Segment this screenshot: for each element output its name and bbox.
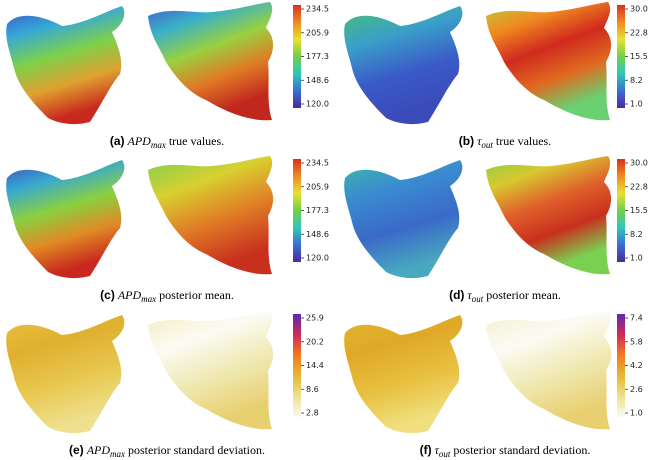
colorbar-tick-label: 22.8 [630,28,648,37]
colorbar-tick-label: 120.0 [306,100,329,109]
caption-label: (d) [449,288,464,302]
colorbar [617,314,625,417]
colorbar [617,5,625,108]
colorbar-tick-label: 234.5 [306,5,329,14]
colorbar-tick-label: 8.2 [630,230,643,239]
colorbar-tick-label: 234.5 [306,159,329,168]
colorbar-tick-label: 20.2 [306,337,324,346]
heart-surface [486,311,612,430]
colorbar-tick-label: 205.9 [306,28,329,37]
caption-subscript: out [472,294,484,304]
colorbar [293,314,301,417]
caption-text: posterior mean. [159,288,234,302]
heart-surface [148,156,274,275]
caption-label: (b) [459,134,474,148]
colorbar [617,159,625,262]
caption: (d) τout posterior mean. [449,288,561,304]
caption: (c) APDmax posterior mean. [100,288,234,304]
colorbar-tick-label: 1.0 [630,254,643,263]
colorbar-tick-label: 22.8 [630,182,648,191]
colorbar-tick-label: 30.0 [630,5,648,14]
caption-symbol: τ [435,443,440,457]
colorbar-tick-label: 148.6 [306,230,329,239]
caption-subscript: max [141,294,156,304]
heart-surface [148,311,274,430]
colorbar-tick-label: 8.2 [630,76,643,85]
caption-text: true values. [169,134,224,148]
heart-surface [486,2,612,121]
caption: (f) τout posterior standard deviation. [420,443,591,459]
colorbar-tick-label: 7.4 [630,314,643,323]
colorbar-tick-label: 5.8 [630,337,643,346]
heart-surface [6,160,125,279]
colorbar [293,5,301,108]
colorbar-tick-label: 8.6 [306,385,319,394]
heart-surface [344,160,463,279]
caption: (b) τout true values. [459,134,551,150]
caption-label: (f) [420,443,432,457]
caption-subscript: max [151,140,166,150]
colorbar-tick-label: 25.9 [306,314,324,323]
caption-symbol: APD [117,288,142,302]
colorbar-tick-label: 177.3 [306,52,329,61]
colorbar [293,159,301,262]
caption-symbol: τ [477,134,482,148]
caption-label: (c) [100,288,115,302]
colorbar-tick-label: 177.3 [306,206,329,215]
caption: (e) APDmax posterior standard deviation. [69,443,265,459]
caption-label: (a) [110,134,125,148]
heart-surface [6,315,125,434]
colorbar-tick-label: 148.6 [306,76,329,85]
colorbar-tick-label: 1.0 [630,100,643,109]
colorbar-tick-label: 2.8 [306,409,319,418]
heart-surface [344,315,463,434]
colorbar-tick-label: 4.2 [630,361,643,370]
colorbar-tick-label: 2.6 [630,385,643,394]
colorbar-tick-label: 120.0 [306,254,329,263]
heart-surface [148,2,274,121]
caption-symbol: APD [127,134,152,148]
colorbar-tick-label: 15.5 [630,206,648,215]
caption-subscript: out [439,449,451,459]
colorbar-tick-label: 15.5 [630,52,648,61]
heart-surface [486,156,612,275]
caption-symbol: APD [86,443,111,457]
caption: (a) APDmax true values. [110,134,224,150]
caption-subscript: max [110,449,125,459]
heart-surface [344,6,463,125]
colorbar-tick-label: 14.4 [306,361,324,370]
caption-text: posterior mean. [486,288,561,302]
colorbar-tick-label: 30.0 [630,159,648,168]
colorbar-tick-label: 205.9 [306,182,329,191]
caption-symbol: τ [467,288,472,302]
caption-text: posterior standard deviation. [453,443,590,457]
colorbar-tick-label: 1.0 [630,409,643,418]
caption-text: posterior standard deviation. [128,443,265,457]
caption-label: (e) [69,443,84,457]
heart-surface [6,6,125,125]
caption-subscript: out [481,140,493,150]
caption-text: true values. [496,134,551,148]
